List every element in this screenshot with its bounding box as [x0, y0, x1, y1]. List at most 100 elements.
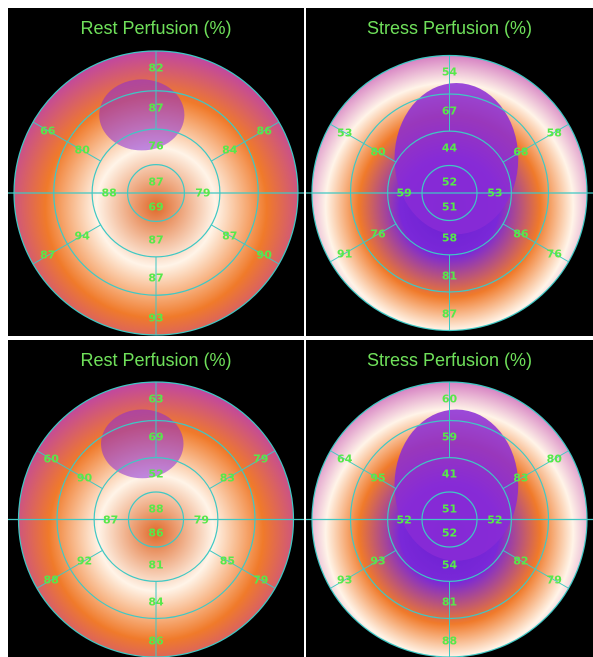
inner-segment-value: 51: [441, 200, 458, 214]
perfusion-panel-4: Stress Perfusion (%) 60 80 79 88 93 64 59 83 82 81…: [306, 340, 593, 657]
mid-segment-value: 87: [148, 101, 164, 115]
inner-segment-value: 86: [148, 526, 164, 540]
inner-segment-value: 69: [148, 200, 164, 214]
apical-segment-value: 52: [148, 467, 164, 481]
panel-title: Stress Perfusion (%): [366, 18, 533, 38]
segment-spoke: [502, 550, 569, 589]
mid-segment-value: 95: [370, 471, 386, 485]
apical-segment-value: 41: [441, 467, 458, 481]
apical-segment-value: 59: [396, 186, 412, 200]
apical-segment-value: 87: [102, 513, 119, 526]
panel-title: Rest Perfusion (%): [80, 18, 232, 38]
basal-segment-value: 88: [441, 634, 458, 647]
mid-segment-value: 90: [76, 471, 93, 485]
apical-segment-value: 54: [441, 558, 458, 572]
basal-segment-value: 63: [148, 392, 164, 405]
basal-segment-value: 60: [441, 392, 458, 405]
segment-spoke: [209, 450, 276, 489]
apical-segment-value: 88: [101, 186, 117, 200]
basal-segment-value: 93: [337, 573, 353, 587]
apical-segment-value: 81: [148, 558, 164, 572]
apical-segment-value: 52: [487, 513, 503, 526]
mid-segment-value: 83: [219, 471, 236, 485]
defect-region: [394, 83, 519, 235]
basal-segment-value: 64: [337, 452, 353, 466]
mid-segment-value: 84: [148, 595, 164, 609]
mid-segment-value: 92: [76, 554, 93, 568]
basal-segment-value: 90: [256, 248, 272, 262]
segment-spoke: [211, 224, 280, 265]
mid-segment-value: 81: [441, 269, 458, 282]
segment-spoke: [502, 450, 569, 489]
basal-segment-value: 79: [546, 573, 562, 587]
segment-spoke: [502, 223, 569, 263]
basal-segment-value: 88: [43, 573, 59, 587]
apex-value: 88: [148, 502, 164, 515]
segment-spoke: [330, 223, 397, 263]
segment-spoke: [211, 121, 280, 162]
mid-segment-value: 67: [441, 104, 458, 117]
polar-map: [8, 50, 304, 336]
perfusion-panel-1: Rest Perfusion (%) 82 86 90 93 87 66 87 84 87 87 94…: [8, 8, 304, 336]
basal-segment-value: 93: [148, 311, 164, 325]
mid-segment-value: 86: [513, 227, 529, 241]
segment-spoke: [209, 550, 276, 589]
basal-segment-value: 53: [337, 126, 353, 139]
basal-segment-value: 82: [148, 61, 164, 75]
segment-spoke: [36, 450, 103, 489]
apex-value: 52: [441, 175, 458, 189]
mid-segment-value: 80: [370, 145, 386, 159]
basal-segment-value: 54: [441, 65, 458, 79]
panel-title: Rest Perfusion (%): [80, 350, 232, 370]
basal-segment-value: 79: [253, 573, 269, 587]
mid-segment-value: 87: [148, 271, 164, 285]
apical-segment-value: 76: [148, 139, 164, 153]
mid-segment-value: 83: [513, 471, 529, 485]
mid-segment-value: 85: [219, 554, 236, 568]
segment-spoke: [330, 550, 397, 589]
mid-segment-value: 59: [441, 430, 458, 444]
polar-map: [306, 381, 593, 657]
defect-region: [101, 409, 184, 479]
perfusion-panel-3: Rest Perfusion (%) 63 79 79 86 88 60 69 83 85 84 92…: [8, 340, 304, 657]
mid-segment-value: 81: [441, 595, 458, 609]
panel-title: Stress Perfusion (%): [366, 350, 533, 370]
segment-spoke: [36, 550, 103, 589]
polar-map: [8, 381, 304, 657]
basal-segment-value: 60: [43, 452, 59, 466]
apical-segment-value: 79: [195, 186, 211, 200]
apical-segment-value: 87: [148, 233, 164, 247]
basal-segment-value: 80: [546, 452, 562, 466]
segment-spoke: [32, 224, 101, 265]
basal-segment-value: 79: [253, 452, 269, 466]
apical-segment-value: 79: [193, 513, 210, 526]
mid-segment-value: 87: [222, 229, 238, 243]
apex-value: 51: [441, 502, 458, 515]
vertical-divider: [304, 0, 306, 657]
mid-segment-value: 94: [74, 229, 90, 243]
apical-segment-value: 44: [441, 141, 458, 155]
inner-segment-value: 52: [441, 526, 458, 540]
mid-segment-value: 68: [513, 145, 529, 159]
apical-segment-value: 52: [396, 513, 412, 526]
apical-segment-value: 58: [441, 231, 458, 245]
segment-spoke: [330, 123, 397, 163]
basal-segment-value: 87: [40, 248, 56, 262]
mid-segment-value: 69: [148, 430, 164, 444]
basal-segment-value: 66: [40, 124, 56, 138]
basal-segment-value: 76: [546, 247, 562, 260]
mid-segment-value: 80: [74, 143, 90, 157]
perfusion-panel-2: Stress Perfusion (%) 54 58 76 87 91 53 67 68 86 81…: [306, 8, 593, 336]
polar-map: [306, 54, 593, 332]
mid-segment-value: 76: [370, 227, 386, 241]
basal-segment-value: 86: [148, 634, 164, 647]
mid-segment-value: 84: [222, 143, 238, 157]
basal-segment-value: 58: [546, 126, 562, 139]
basal-segment-value: 91: [337, 247, 353, 260]
defect-region: [394, 409, 519, 561]
segment-spoke: [32, 121, 101, 162]
segment-spoke: [502, 123, 569, 163]
basal-segment-value: 86: [256, 124, 272, 138]
segment-spoke: [330, 450, 397, 489]
